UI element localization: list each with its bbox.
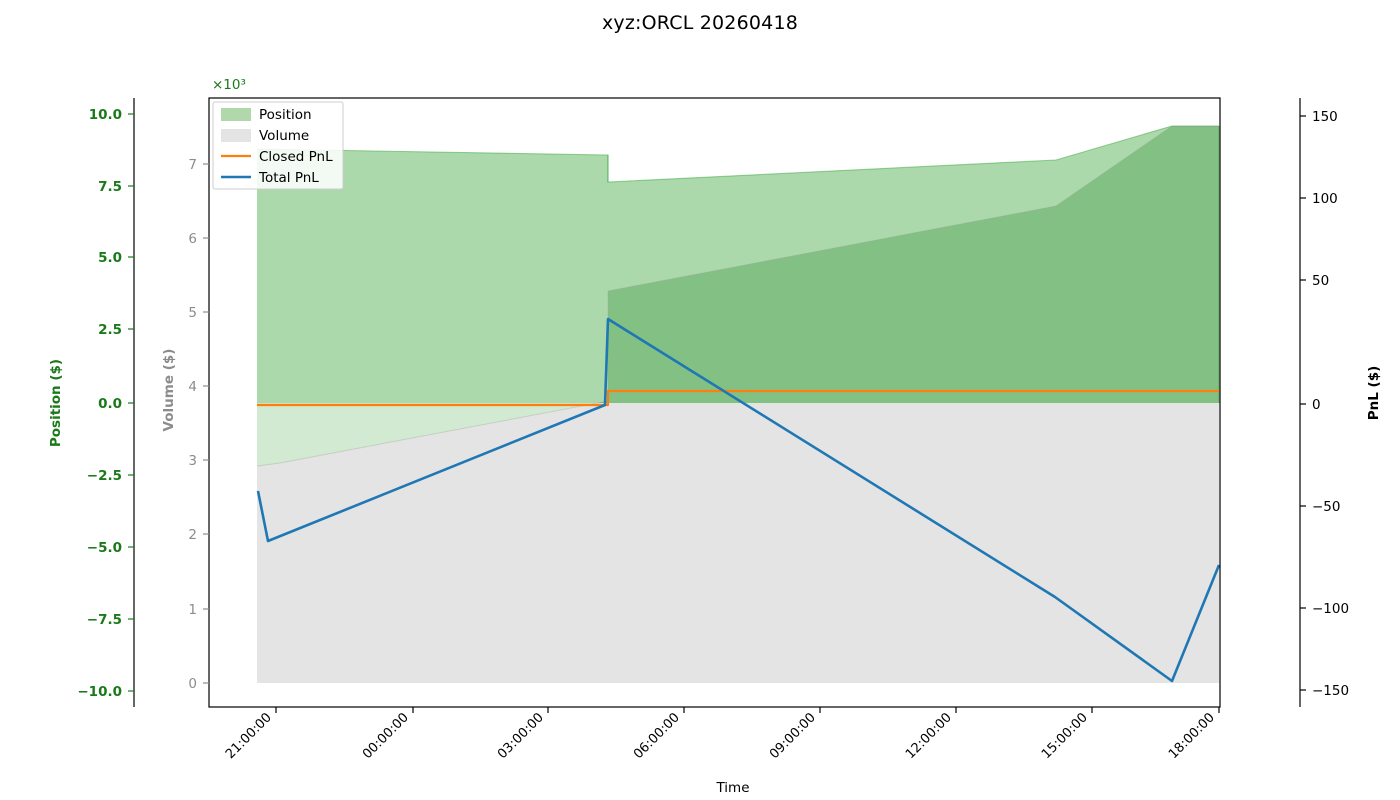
legend-item-position[interactable]: Position	[221, 107, 312, 123]
closed-pnl-line-series	[257, 389, 1219, 407]
position-tick-4: 0.0	[98, 396, 122, 412]
time-tick-6: 15:00:00	[1039, 710, 1091, 762]
legend-label-total-pnl: Total PnL	[258, 170, 319, 186]
volume-tick-0: 7	[188, 157, 197, 173]
position-tick-1: 7.5	[98, 179, 122, 195]
overlap-fill	[257, 126, 1219, 466]
position-tick-0: 10.0	[89, 107, 122, 123]
legend-item-closed-pnl[interactable]: Closed PnL	[221, 149, 333, 165]
pnl-tick-3: 0	[1312, 397, 1321, 413]
position-tick-7: −7.5	[87, 612, 122, 628]
volume-tick-6: 1	[188, 602, 197, 618]
legend-label-position: Position	[259, 107, 312, 123]
volume-tick-7: 0	[188, 676, 197, 692]
position-tick-8: −10.0	[77, 684, 122, 700]
position-fill	[257, 126, 1219, 403]
time-tick-2: 03:00:00	[495, 710, 547, 762]
legend-item-total-pnl[interactable]: Total PnL	[221, 170, 319, 186]
position-axis-offset-text: ×10³	[212, 77, 246, 93]
legend-box	[212, 101, 344, 190]
pnl-tick-1: 100	[1312, 191, 1338, 207]
time-ticks	[275, 707, 1220, 713]
position-swatch-icon	[221, 108, 251, 121]
legend-label-volume: Volume	[259, 128, 309, 144]
total-pnl-line-series	[256, 317, 1220, 683]
volume-axis-label: Volume ($)	[161, 349, 177, 432]
position-tick-2: 5.0	[98, 250, 122, 266]
page-title: xyz:ORCL 20260418	[601, 12, 799, 34]
time-tick-0: 21:00:00	[223, 710, 275, 762]
pnl-axis: 150 100 50 0 −50 −100 −150 PnL ($)	[1300, 109, 1382, 699]
time-tick-3: 06:00:00	[631, 710, 683, 762]
volume-tick-1: 6	[188, 231, 197, 247]
legend-item-volume[interactable]: Volume	[221, 128, 309, 144]
pnl-ticks	[1300, 115, 1306, 691]
time-tick-1: 00:00:00	[360, 710, 412, 762]
position-area-series	[256, 125, 1220, 403]
total-pnl-line	[256, 317, 1220, 683]
legend-label-closed-pnl: Closed PnL	[259, 149, 333, 165]
volume-tick-5: 2	[188, 527, 197, 543]
position-axis-label: Position ($)	[48, 359, 64, 447]
time-tick-7: 18:00:00	[1166, 710, 1218, 762]
position-fill-edge	[256, 125, 1219, 183]
volume-swatch-icon	[221, 129, 251, 142]
time-axis: 21:00:00 00:00:00 03:00:00 06:00:00 09:0…	[223, 707, 1220, 796]
closed-pnl-line	[257, 389, 1219, 407]
chart-legend[interactable]: Position Volume Closed PnL Total PnL	[212, 101, 344, 190]
volume-ticks	[203, 163, 209, 684]
pnl-tick-5: −100	[1312, 601, 1349, 617]
pnl-tick-6: −150	[1312, 683, 1349, 699]
volume-tick-3: 4	[188, 379, 197, 395]
volume-axis: 7 6 5 4 3 2 1 0 Volume ($)	[161, 157, 209, 692]
volume-area-series	[257, 126, 1219, 683]
position-volume-overlap	[256, 125, 1219, 467]
pnl-axis-label: PnL ($)	[1366, 366, 1382, 421]
volume-top-edge	[256, 125, 1219, 467]
time-axis-label: Time	[715, 780, 749, 796]
time-tick-4: 09:00:00	[767, 710, 819, 762]
position-ticks	[128, 113, 134, 692]
axes-frame	[208, 97, 1221, 708]
axes-spines	[133, 97, 1301, 708]
pnl-tick-2: 50	[1312, 273, 1329, 289]
time-tick-5: 12:00:00	[903, 710, 955, 762]
volume-tick-4: 3	[188, 453, 197, 469]
volume-fill	[257, 126, 1219, 683]
pnl-tick-0: 150	[1312, 109, 1338, 125]
pnl-tick-4: −50	[1312, 499, 1341, 515]
position-tick-3: 2.5	[98, 322, 122, 338]
volume-tick-2: 5	[188, 305, 197, 321]
position-axis: 10.0 7.5 5.0 2.5 0.0 −2.5 −5.0 −7.5 −10.…	[48, 107, 134, 700]
position-tick-6: −5.0	[87, 540, 122, 556]
position-tick-5: −2.5	[87, 468, 122, 484]
